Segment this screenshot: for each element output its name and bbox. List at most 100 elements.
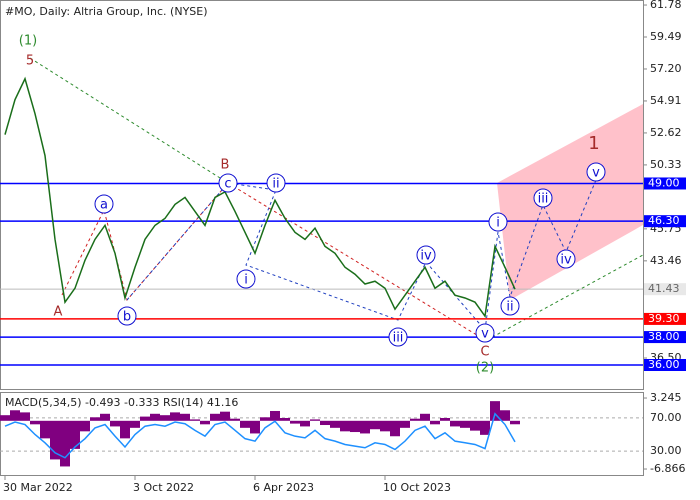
- wave-label: C: [480, 345, 489, 360]
- macd-bar: [20, 412, 30, 421]
- macd-bar: [320, 420, 330, 426]
- level-box: [644, 331, 686, 344]
- chart-title: #MO, Daily: Altria Group, Inc. (NYSE): [5, 5, 208, 18]
- macd-bar: [30, 420, 40, 425]
- macd-bar: [200, 420, 210, 425]
- macd-bar: [60, 420, 70, 467]
- macd-bar: [290, 420, 300, 424]
- macd-bar: [450, 420, 460, 427]
- macd-bar: [220, 411, 230, 421]
- macd-bar: [90, 417, 100, 421]
- wave-circle: [500, 296, 520, 316]
- macd-bar: [500, 410, 510, 421]
- wave-label: 1: [588, 133, 599, 154]
- wave-label: B: [221, 158, 230, 173]
- macd-bar: [110, 420, 120, 427]
- macd-bar: [170, 412, 180, 421]
- y-tick-label: -6.866: [650, 462, 685, 475]
- macd-bar: [230, 418, 240, 421]
- wave-circle: [117, 306, 137, 326]
- macd-bar: [70, 420, 80, 449]
- x-tick-label: 10 Oct 2023: [383, 481, 451, 494]
- wave-label: ii: [506, 300, 513, 315]
- x-tick-label: 30 Mar 2022: [3, 481, 73, 494]
- wave-circle: [488, 212, 508, 232]
- level-label: 36.00: [648, 358, 680, 371]
- level-label: 49.00: [648, 176, 680, 189]
- level-box: [644, 177, 686, 190]
- macd-bar: [270, 410, 280, 421]
- wave-circle: [388, 327, 408, 347]
- wave-label: c: [224, 177, 231, 192]
- macd-bar: [400, 420, 410, 428]
- macd-bar: [260, 417, 270, 421]
- wave-line: [61, 182, 229, 302]
- macd-bar: [50, 420, 60, 460]
- y-tick-label: 43.46: [650, 254, 682, 267]
- wave-label: iv: [560, 253, 572, 268]
- macd-bar: [120, 420, 130, 439]
- wave-label: (1): [19, 34, 37, 49]
- wave-circle: [94, 194, 114, 214]
- x-tick-label: 6 Apr 2023: [253, 481, 314, 494]
- y2-tick-label: 70.00: [650, 411, 682, 424]
- wave-circle: [586, 162, 606, 182]
- macd-bar: [140, 416, 150, 421]
- wave-label: ii: [272, 177, 279, 192]
- level-label: 39.30: [648, 312, 680, 325]
- macd-bar: [100, 413, 110, 421]
- wave-circle: [475, 323, 495, 343]
- level-label: 46.30: [648, 214, 680, 227]
- wave-label: 5: [26, 54, 34, 69]
- forecast-channel: [497, 104, 643, 300]
- macd-bar: [350, 420, 360, 433]
- rsi-line: [4, 412, 516, 459]
- y2-tick-label: 30.00: [650, 444, 682, 457]
- wave-circle: [236, 269, 256, 289]
- indicator-title: MACD(5,34,5) -0.493 -0.333 RSI(14) 41.16: [5, 396, 238, 409]
- y-tick-label: 52.62: [650, 126, 682, 139]
- macd-bar: [420, 413, 430, 421]
- y-tick-label: 50.33: [650, 158, 682, 171]
- macd-bar: [460, 420, 470, 428]
- macd-bar: [40, 420, 50, 439]
- level-label: 38.00: [648, 330, 680, 343]
- wave-circle: [266, 173, 286, 193]
- macd-bar: [0, 415, 10, 421]
- wave-label: iii: [538, 192, 549, 207]
- macd-bar: [390, 420, 400, 437]
- main-frame: [0, 0, 644, 390]
- y-tick-label: 61.78: [650, 0, 682, 11]
- level-box: [644, 215, 686, 228]
- macd-bar: [180, 413, 190, 421]
- macd-bar: [240, 420, 250, 428]
- macd-bar: [510, 420, 520, 425]
- macd-bar: [80, 420, 90, 432]
- macd-bar: [440, 417, 450, 421]
- macd-bar: [160, 415, 170, 421]
- wave-label: v: [592, 166, 600, 181]
- macd-bar: [470, 420, 480, 431]
- macd-bar: [300, 420, 310, 427]
- wave-circle: [416, 245, 436, 265]
- macd-bar: [430, 420, 440, 425]
- wave-circle: [556, 249, 576, 269]
- wave-label: A: [54, 305, 63, 320]
- macd-bar: [310, 419, 320, 421]
- y-tick-label: 59.49: [650, 30, 682, 43]
- y-tick-label: 54.91: [650, 94, 682, 107]
- macd-bar: [210, 413, 220, 421]
- macd-bar: [10, 410, 20, 421]
- macd-bar: [490, 401, 500, 421]
- current-price-label: 41.43: [648, 282, 680, 295]
- wave-circle: [533, 188, 553, 208]
- macd-bar: [130, 420, 140, 428]
- macd-bar: [250, 420, 260, 434]
- x-tick-label: 3 Oct 2022: [133, 481, 194, 494]
- macd-bar: [370, 420, 380, 430]
- macd-bar: [280, 417, 290, 421]
- wave-line: [126, 182, 486, 331]
- wave-label: (2): [476, 361, 494, 376]
- wave-label: i: [496, 216, 500, 231]
